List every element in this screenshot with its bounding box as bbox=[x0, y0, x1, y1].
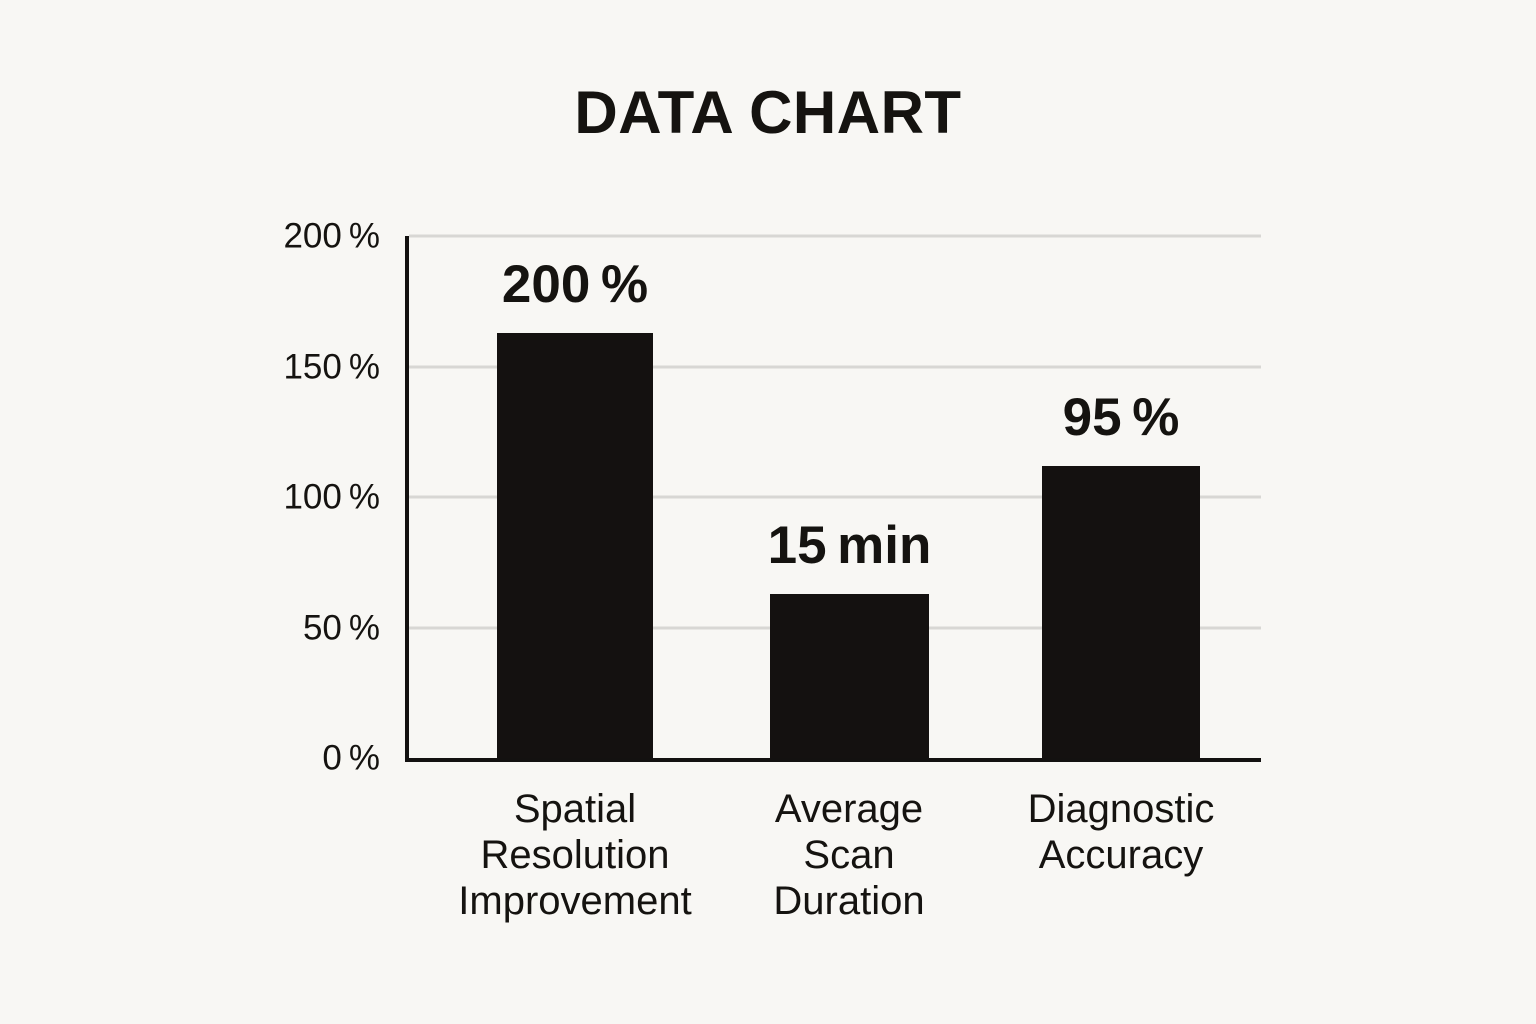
bar bbox=[770, 593, 929, 758]
x-axis-category-label: Spatial Resolution Improvement bbox=[458, 787, 692, 923]
y-axis-tick-label: 0 % bbox=[322, 738, 380, 778]
chart-title: DATA CHART bbox=[574, 79, 962, 146]
x-axis-category-label: Average Scan Duration bbox=[773, 787, 925, 923]
y-axis-tick-label: 50 % bbox=[302, 608, 380, 647]
bar-value-label: 15 min bbox=[767, 515, 932, 575]
bar-value-label: 95 % bbox=[1062, 387, 1180, 447]
bar-group: 15 min bbox=[767, 236, 932, 758]
plot-area: 200 % 150 % 100 % 50 % 0 % 200 % 15 min … bbox=[283, 219, 1261, 776]
y-axis-tick-label: 100 % bbox=[283, 477, 380, 517]
gridline-100 bbox=[409, 495, 1261, 499]
y-axis-tick-label: 150 % bbox=[283, 347, 380, 386]
gridline-150 bbox=[409, 365, 1261, 368]
bar-value-label: 200 % bbox=[501, 254, 649, 314]
bar-group: 200 % bbox=[497, 236, 653, 758]
y-axis-tick-label: 200 % bbox=[283, 216, 380, 256]
bar-group: 95 % bbox=[1042, 236, 1200, 758]
bar bbox=[497, 332, 653, 758]
gridline-200 bbox=[409, 234, 1261, 238]
x-axis-category-label: Diagnostic Accuracy bbox=[1027, 787, 1215, 877]
bar bbox=[1042, 465, 1200, 758]
